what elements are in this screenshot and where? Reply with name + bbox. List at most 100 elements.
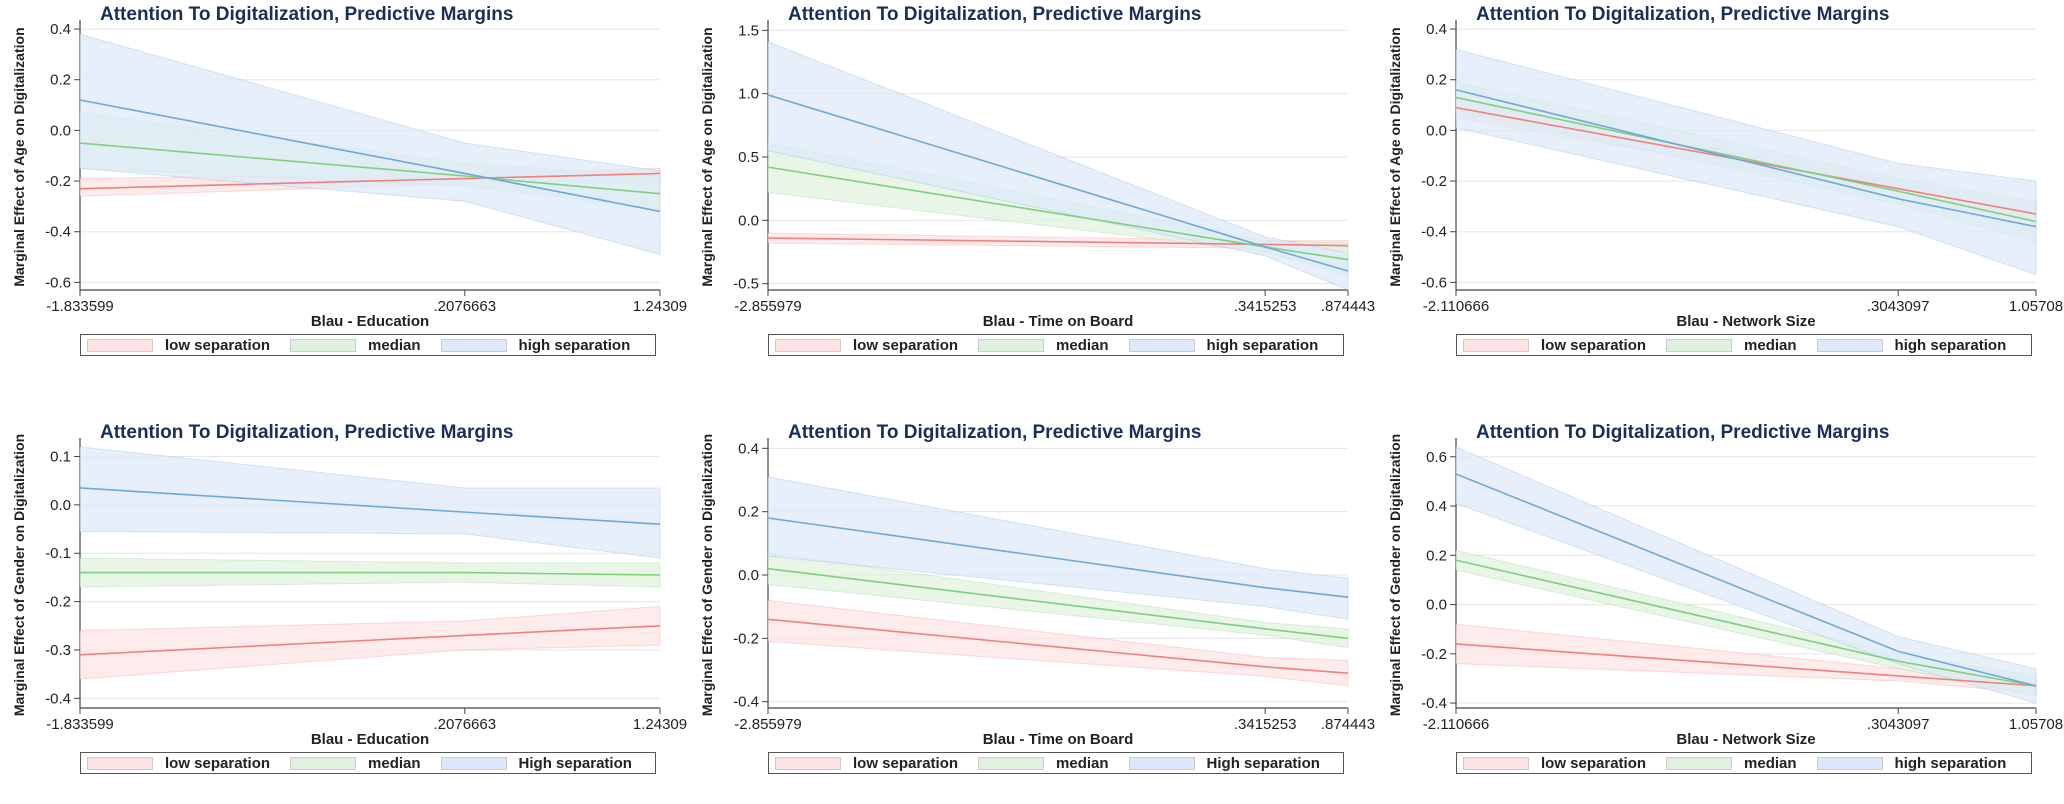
y-tick-label: -0.4 [45,224,71,241]
legend-item: median [978,337,1109,354]
x-tick-label: 1.05708 [2009,298,2063,315]
x-axis-label: Blau - Education [311,731,429,748]
x-axis-label: Blau - Network Size [1676,731,1815,748]
series-line [1455,643,2037,687]
legend-item: low separation [1463,755,1646,772]
y-tick-label: -0.4 [45,690,71,707]
legend: low separation median high separation [80,334,656,356]
legend-label: high separation [518,336,631,354]
chart-title: Attention To Digitalization, Predictive … [1476,422,1890,443]
chart-panel: Attention To Digitalization, Predictive … [1376,418,2064,804]
x-tick-label: .2076663 [434,716,497,733]
chart-plot: -0.6 -0.4 -0.2 0.0 0.2 0.4 -1.833599 .2076663 1.… [11,20,687,330]
legend-swatch [1463,338,1529,352]
legend-swatch [87,756,153,770]
legend-label: low separation [853,754,959,772]
series-line [1455,559,2037,687]
x-tick-label: -1.833599 [46,716,114,733]
y-tick-label: -0.4 [1421,224,1447,241]
chart-plot: -0.4 -0.2 0.0 0.2 0.4 0.6 -2.110666 .3043097 1.0… [1387,434,2063,748]
chart-panel: Attention To Digitalization, Predictive … [0,0,688,386]
legend-item: median [290,755,421,772]
x-tick-label: -2.110666 [1423,716,1489,733]
y-tick-label: 0.2 [1426,72,1447,89]
legend: low separation median High separation [768,752,1344,774]
chart-title: Attention To Digitalization, Predictive … [100,4,514,25]
x-tick-label: .874443 [1321,298,1375,315]
y-tick-label: -0.6 [1421,274,1447,291]
legend: low separation median high separation [1456,334,2032,356]
x-tick-label: -2.855979 [734,298,802,315]
y-tick-label: 0.0 [50,497,71,514]
legend: low separation median high separation [1456,752,2032,774]
legend-swatch [978,756,1045,770]
x-axis-label: Blau - Time on Board [983,313,1134,330]
y-axis-label: Marginal Effect of Gender on Digitalizat… [699,434,715,716]
y-tick-label: -0.4 [733,694,759,711]
y-tick-label: 0.0 [1426,597,1447,614]
chart-plot: -0.6 -0.4 -0.2 0.0 0.2 0.4 -2.110666 .3043097 1.… [1387,20,2063,330]
legend: low separation median high separation [768,334,1344,356]
y-axis-label: Marginal Effect of Age on Digitalization [699,27,715,286]
y-tick-label: 1.0 [738,86,759,103]
y-tick-label: -0.2 [45,594,71,611]
y-tick-label: -0.2 [1421,173,1447,190]
confidence-band [1455,446,2037,704]
legend-swatch [1128,756,1195,770]
confidence-band [79,446,661,559]
legend-swatch [775,338,841,352]
legend-item: high separation [1128,336,1319,354]
y-axis-label: Marginal Effect of Age on Digitalization [11,27,27,286]
legend-label: High separation [518,754,632,772]
series-line [79,624,661,656]
legend-item: high separation [440,336,631,354]
legend-swatch [290,756,357,770]
legend-item: median [290,337,421,354]
legend-label: low separation [165,754,271,772]
legend-label: high separation [1206,336,1319,354]
y-tick-label: 0.6 [1426,449,1447,466]
chart-grid: Attention To Digitalization, Predictive … [0,0,2063,774]
y-tick-label: 0.4 [1426,498,1447,515]
legend-item: low separation [1463,337,1646,354]
chart-plot: -0.4 -0.2 0.0 0.2 0.4 -2.855979 .3415253 .87444… [699,434,1375,748]
y-tick-label: -0.2 [45,173,71,190]
x-tick-label: .2076663 [434,298,497,315]
legend-label: low separation [853,336,959,354]
legend-item: High separation [440,754,632,772]
legend-label: median [1744,336,1797,354]
y-tick-label: -0.3 [45,642,71,659]
series-line [80,571,661,576]
series-line [79,487,661,526]
legend-item: High separation [1128,755,1320,772]
legend-label: low separation [165,336,271,354]
x-tick-label: -1.833599 [46,298,114,315]
y-tick-label: -0.4 [1421,695,1447,712]
legend-swatch [440,756,507,770]
y-tick-label: -0.5 [733,276,759,293]
chart-panel: Attention To Digitalization, Predictive … [688,418,1376,804]
y-tick-label: 0.4 [1426,21,1447,38]
legend-item: low separation [87,337,270,354]
legend-swatch [290,338,357,352]
legend-label: median [368,336,421,354]
y-tick-label: 0.0 [738,567,759,584]
x-tick-label: -2.110666 [1423,298,1489,315]
y-axis-label: Marginal Effect of Age on Digitalization [1387,27,1403,286]
y-tick-label: 0.2 [1426,547,1447,564]
series-line [1455,106,2037,215]
chart-plot: -0.5 0.0 0.5 1.0 1.5 -2.855979 .3415253 .874443… [699,20,1375,330]
series-line [767,237,1349,247]
series-line [767,517,1349,598]
x-tick-label: .3043097 [1867,716,1930,733]
series-line [1455,89,2037,228]
legend-swatch [1463,756,1529,770]
y-tick-label: -0.2 [1421,646,1447,663]
legend-item: median [1666,337,1797,354]
x-tick-label: 1.24309 [633,298,687,315]
series-line [767,567,1349,640]
legend-swatch [1666,756,1733,770]
y-tick-label: 0.4 [50,21,71,38]
legend-item: high separation [1816,755,2006,772]
legend-label: median [368,754,421,772]
